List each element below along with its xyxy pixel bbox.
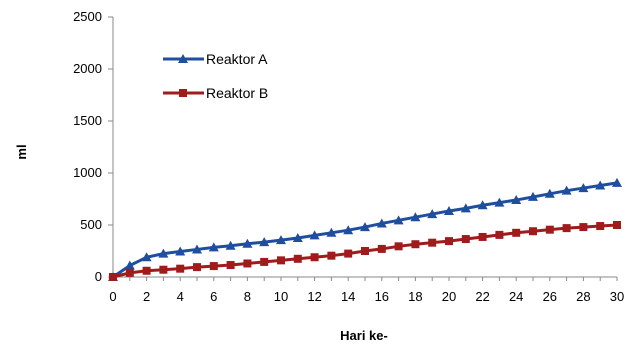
legend-marker: [178, 54, 188, 63]
data-point: [578, 183, 589, 193]
x-axis-title: Hari ke-: [340, 328, 388, 343]
x-tick-label: 14: [341, 289, 355, 304]
x-tick-label: 28: [576, 289, 590, 304]
data-point: [360, 222, 370, 232]
data-point: [277, 256, 285, 265]
data-point: [343, 225, 354, 235]
legend-label: Reaktor B: [206, 85, 268, 101]
data-point: [596, 222, 605, 231]
data-point: [612, 177, 622, 187]
data-point: [293, 254, 302, 263]
y-tick-label: 500: [80, 217, 102, 232]
x-tick-label: 26: [543, 289, 557, 304]
data-point: [494, 197, 505, 207]
data-point: [208, 242, 219, 252]
data-point: [511, 195, 522, 205]
series-reaktor-b: [109, 221, 621, 281]
data-point: [361, 247, 369, 255]
chart-legend: Reaktor A Reaktor B: [163, 51, 268, 101]
data-point: [141, 252, 152, 262]
data-point: [428, 238, 437, 247]
data-point: [159, 265, 168, 274]
data-point: [225, 240, 236, 250]
x-tick-label: 16: [375, 289, 389, 304]
y-axis-title: ml: [14, 144, 29, 159]
data-point: [410, 212, 421, 222]
y-tick-label: 0: [95, 269, 102, 284]
data-point: [394, 242, 403, 251]
data-point: [109, 273, 117, 281]
chart-series: [108, 177, 622, 281]
chart-axes: [112, 17, 617, 278]
x-tick-label: 2: [143, 289, 150, 304]
data-point: [477, 200, 488, 210]
x-tick-label: 4: [177, 289, 184, 304]
data-point: [243, 259, 252, 268]
data-point: [176, 264, 185, 273]
y-tick-label: 1500: [73, 113, 102, 128]
data-point: [445, 237, 453, 246]
data-point: [512, 228, 521, 237]
data-point: [544, 188, 555, 198]
x-tick-label: 18: [408, 289, 422, 304]
data-point: [411, 240, 420, 249]
x-tick-label: 22: [475, 289, 489, 304]
x-tick-label: 12: [307, 289, 321, 304]
data-point: [344, 249, 353, 258]
x-tick-label: 10: [274, 289, 288, 304]
data-point: [260, 257, 269, 266]
data-point: [376, 218, 387, 228]
data-point: [310, 253, 319, 262]
data-point: [158, 248, 169, 258]
data-point: [193, 263, 201, 272]
x-tick-label: 6: [210, 289, 217, 304]
data-point: [579, 223, 588, 232]
y-tick-label: 1000: [73, 165, 102, 180]
x-tick-label: 8: [244, 289, 251, 304]
data-point: [529, 227, 537, 236]
data-point: [125, 268, 134, 277]
data-point: [124, 260, 135, 270]
x-tick-label: 30: [610, 289, 624, 304]
data-point: [209, 262, 218, 271]
data-point: [309, 230, 320, 240]
data-point: [327, 251, 336, 260]
data-point: [562, 224, 571, 233]
data-point: [377, 244, 386, 253]
data-point: [259, 237, 270, 247]
data-point: [175, 246, 186, 256]
data-point: [292, 233, 303, 242]
y-tick-label: 2000: [73, 61, 102, 76]
data-point: [276, 235, 286, 245]
data-point: [595, 180, 606, 190]
data-point: [226, 261, 235, 270]
data-point: [460, 203, 471, 213]
legend-label: Reaktor A: [206, 51, 268, 67]
y-tick-label: 2500: [73, 9, 102, 24]
data-point: [528, 191, 538, 201]
data-point: [427, 209, 438, 219]
data-point: [192, 244, 202, 254]
data-point: [613, 221, 621, 229]
data-point: [561, 185, 572, 195]
data-point: [326, 227, 337, 237]
x-axis-ticks: 0 2 4 6 8 10 12 14 16 18 20 22 24 26 28 30: [109, 277, 624, 304]
legend-marker: [179, 89, 187, 97]
data-point: [142, 266, 151, 275]
data-point: [545, 225, 554, 234]
x-tick-label: 20: [442, 289, 456, 304]
data-point: [444, 205, 454, 215]
data-point: [495, 230, 504, 239]
data-point: [242, 238, 253, 248]
data-point: [393, 215, 404, 225]
x-tick-label: 24: [509, 289, 523, 304]
data-point: [478, 232, 487, 241]
x-tick-label: 0: [109, 289, 116, 304]
y-axis-ticks: 0 500 1000 1500 2000 2500: [73, 9, 113, 284]
data-point: [461, 235, 470, 244]
